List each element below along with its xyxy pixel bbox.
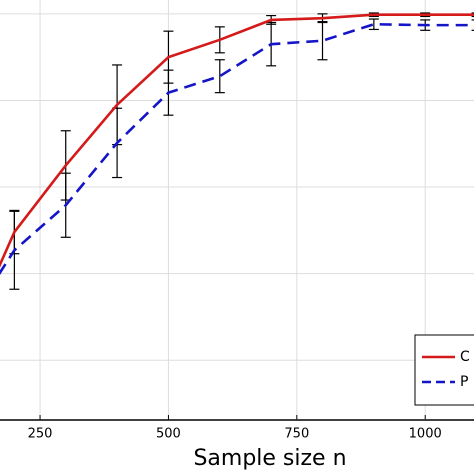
error-bar — [317, 21, 328, 61]
x-tick-label: 750 — [284, 427, 309, 442]
legend-label: P — [460, 374, 468, 390]
x-tick-label: 1000 — [409, 427, 442, 442]
error-bar — [214, 59, 225, 94]
x-tick-label: 250 — [28, 427, 53, 442]
error-bar — [368, 18, 379, 31]
line-series — [0, 22, 474, 275]
x-tick-label: 500 — [156, 427, 181, 442]
legend-box — [414, 334, 474, 406]
line-series — [0, 13, 474, 268]
error-bar — [471, 19, 474, 31]
legend-label: C — [460, 349, 470, 365]
error-bar — [471, 12, 474, 18]
plot-area — [0, 0, 474, 420]
x-axis-label: Sample size n — [193, 446, 346, 471]
